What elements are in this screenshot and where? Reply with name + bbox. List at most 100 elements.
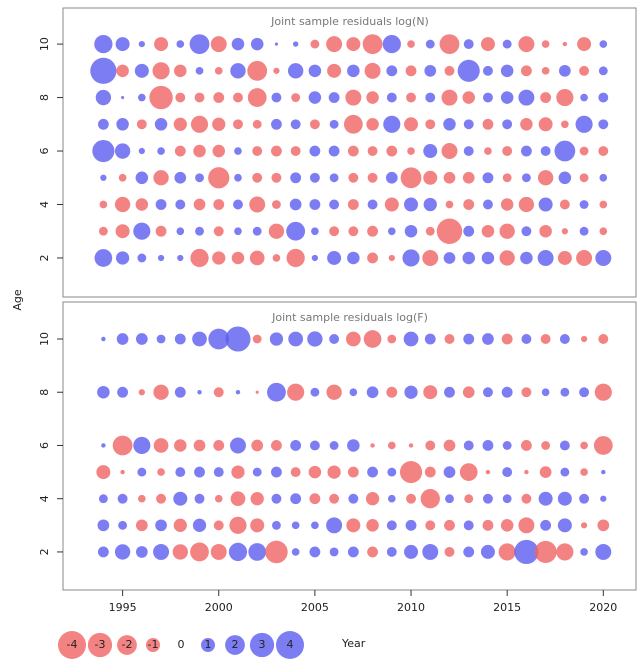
bubble <box>482 65 493 76</box>
bubble <box>534 540 557 564</box>
bubble <box>463 199 475 210</box>
bubble <box>271 466 282 478</box>
bubble <box>231 251 245 265</box>
bubble <box>98 494 108 504</box>
bubble <box>271 92 282 103</box>
bubble <box>482 118 494 130</box>
y-tick-label: 8 <box>38 389 51 396</box>
bubble <box>579 493 590 504</box>
bubble <box>387 227 396 236</box>
bubble <box>208 167 230 189</box>
bubble <box>271 172 282 183</box>
bubble <box>193 198 206 211</box>
bubble <box>193 439 206 452</box>
bubble <box>347 145 359 157</box>
bubble <box>348 493 359 504</box>
bubble <box>364 62 381 79</box>
bubble <box>561 120 569 129</box>
bubble <box>286 221 306 241</box>
bubble <box>116 118 129 131</box>
bubble <box>540 146 551 156</box>
bubble <box>443 252 456 264</box>
bubble <box>557 250 572 265</box>
bubble <box>362 34 383 54</box>
bubble <box>594 383 612 401</box>
legend-bubble <box>276 631 304 659</box>
bubble <box>388 254 395 262</box>
bubble <box>155 199 167 210</box>
bubble <box>156 493 167 504</box>
bubble <box>539 466 552 478</box>
bubble <box>539 224 552 238</box>
bubble <box>117 386 129 398</box>
bubble <box>408 443 414 448</box>
bubble <box>423 197 437 212</box>
bubble <box>231 465 245 479</box>
bubble <box>174 333 186 345</box>
bubble <box>149 85 173 110</box>
bubble <box>576 249 593 266</box>
bubble <box>327 250 342 265</box>
bubble <box>326 517 343 534</box>
bubble <box>502 173 512 183</box>
bubble <box>346 37 361 52</box>
bubble <box>349 388 358 397</box>
legend-bubble <box>225 635 245 655</box>
bubble <box>115 251 130 265</box>
bubble <box>291 548 300 556</box>
bubble <box>537 170 554 186</box>
bubble <box>94 34 113 54</box>
bubble <box>153 438 169 453</box>
bubble <box>291 93 301 102</box>
bubble <box>500 91 514 104</box>
bubble <box>580 548 588 556</box>
bubble <box>290 146 301 156</box>
bubble <box>387 494 396 503</box>
bubble <box>176 227 185 236</box>
bubble <box>560 387 570 397</box>
bubble <box>386 546 397 557</box>
bubble <box>367 466 378 478</box>
bubble <box>459 463 478 481</box>
bubble <box>154 118 168 131</box>
bubble <box>445 494 454 504</box>
x-axis-label: Year <box>341 637 366 650</box>
bubble <box>175 92 186 103</box>
bubble <box>425 92 436 103</box>
bubble <box>213 199 225 210</box>
bubble <box>580 522 588 529</box>
bubble <box>482 199 493 210</box>
bubble <box>520 440 532 451</box>
bubble <box>599 227 608 236</box>
bubble <box>97 519 110 532</box>
bubble <box>502 39 512 49</box>
bubble <box>269 332 284 346</box>
bubble <box>386 145 398 157</box>
bubble <box>309 172 320 183</box>
bubble <box>290 467 301 478</box>
bubble <box>386 386 398 398</box>
bubble <box>463 225 475 237</box>
bubble <box>291 521 300 530</box>
bubble <box>97 118 109 130</box>
bubble <box>310 39 320 49</box>
bubble <box>309 145 321 157</box>
bubble <box>595 543 612 560</box>
bubble <box>462 171 475 184</box>
bubble <box>443 118 456 131</box>
y-tick-label: 2 <box>38 254 51 261</box>
bubble <box>502 146 513 156</box>
bubble <box>443 171 456 184</box>
bubble <box>235 390 241 395</box>
bubble <box>174 386 186 398</box>
bubble <box>407 40 415 48</box>
bubble <box>499 223 515 239</box>
bubble <box>601 469 606 475</box>
bubble <box>214 494 223 503</box>
bubble <box>96 465 111 480</box>
bubble <box>405 65 417 77</box>
bubble <box>540 92 552 103</box>
legend-bubble <box>146 638 160 652</box>
bubble <box>231 37 245 51</box>
